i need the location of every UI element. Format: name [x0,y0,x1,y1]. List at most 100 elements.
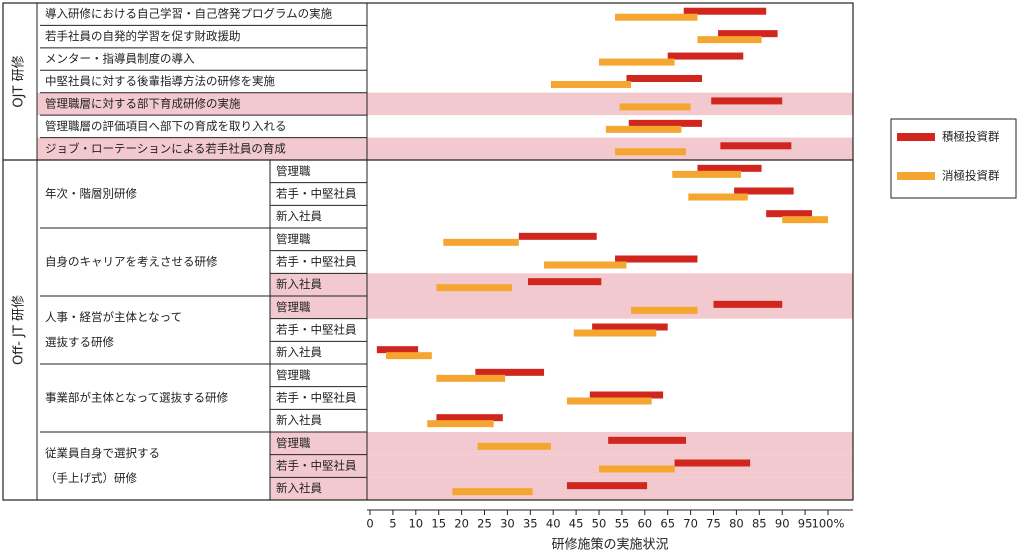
row-highlight [270,477,853,500]
x-tick-label: 55 [615,517,630,531]
range-bar [443,238,519,246]
x-tick-label: 65 [660,517,675,531]
group-label: 選抜する研修 [45,335,114,349]
range-bar [697,164,762,172]
range-bar [615,148,687,156]
range-bar [766,210,812,218]
row-label: 新入社員 [276,481,322,495]
range-bar [477,442,551,450]
row-label: 管理職 [276,232,311,246]
row-label: メンター・指導員制度の導入 [45,52,195,66]
row-label: 若手・中堅社員 [276,323,357,337]
range-bar [528,278,602,286]
row-label: 管理職 [276,368,311,382]
x-tick-label: 30 [500,517,515,531]
row-label: 管理職 [276,436,311,450]
x-tick-label: 85 [752,517,767,531]
range-bar [667,52,744,60]
range-bar [619,103,691,111]
range-bar [688,193,748,201]
row-label: 若手・中堅社員 [276,255,357,269]
range-bar [599,58,675,66]
x-tick-label: 90 [775,517,790,531]
range-bar [615,255,698,263]
x-axis-title: 研修施策の実施状況 [551,537,668,552]
x-tick-label: 40 [546,517,561,531]
row-label: 新入社員 [276,345,322,359]
row-highlight [270,454,853,478]
range-bar [674,459,751,467]
range-bar [475,368,545,376]
range-bar [589,391,664,399]
range-bar [599,465,675,473]
row-label: 若手・中堅社員 [276,459,357,473]
section-label: OJT 研修 [12,55,27,107]
range-bar [697,36,762,44]
row-label: 若手・中堅社員 [276,391,357,405]
range-bar [436,284,512,292]
group-label: （手上げ式）研修 [45,471,137,485]
range-bar [592,323,668,331]
range-bar [550,81,632,88]
legend-box [890,118,1017,199]
x-tick-label: 15 [431,517,446,531]
x-tick-label: 60 [637,517,652,531]
x-tick-label: 10 [408,517,423,531]
range-bar [631,306,698,314]
x-tick-label: 80 [729,517,744,531]
row-label: 管理職 [276,300,311,314]
x-tick-label: 20 [454,517,469,531]
range-bar [683,7,767,15]
legend-label: 消極投資群 [942,169,1000,183]
x-tick-label: 95 [798,517,813,531]
x-tick-label: 5 [389,517,396,531]
legend-label: 積極投資群 [942,130,1000,144]
range-bar [518,232,597,240]
range-bar [386,352,432,360]
range-bar [566,482,648,490]
range-bar [782,216,828,224]
range-bar [734,187,794,195]
range-bar [376,346,419,354]
row-label: 管理職層に対する部下育成研修の実施 [45,96,241,110]
x-tick-label: 70 [683,517,698,531]
row-label: 若手社員の自発的学習を促す財政援助 [45,29,241,43]
x-tick-label: 75 [706,517,721,531]
range-bar [452,488,533,496]
legend-swatch [897,172,935,180]
range-bar [626,75,703,82]
range-bar [573,329,657,337]
row-label: ジョブ・ローテーションによる若手社員の育成 [45,141,286,155]
range-bar [566,397,652,405]
range-bar [544,261,627,269]
row-label: 若手・中堅社員 [276,187,357,201]
group-label: 自身のキャリアを考えさせる研修 [45,255,218,269]
row-label: 管理職 [276,164,311,178]
x-tick-label: 0 [366,517,373,531]
x-tick-label: 25 [477,517,492,531]
group-label: 人事・経営が主体となって [45,310,182,324]
range-bar [615,13,698,21]
x-tick-label: 100% [812,517,845,531]
range-bar [427,420,494,428]
frame [2,2,854,501]
row-label: 新入社員 [276,277,322,291]
row-highlight [270,296,853,319]
x-tick-label: 35 [523,517,538,531]
row-highlight [270,432,853,455]
range-bar [672,170,741,178]
range-bar [436,374,506,382]
range-bar [436,414,503,422]
range-bar [605,125,682,133]
section-label: Off- JT 研修 [12,295,27,365]
group-label: 従業員自身で選択する [45,446,160,460]
range-bar [720,142,792,150]
row-label: 新入社員 [276,209,322,223]
legend-swatch [897,133,935,141]
range-bar [713,300,783,308]
group-label: 事業部が主体となって選抜する研修 [45,391,229,405]
row-label: 新入社員 [276,413,322,427]
row-label: 管理職層の評価項目へ部下の育成を取り入れる [45,119,287,133]
x-tick-label: 45 [569,517,584,531]
